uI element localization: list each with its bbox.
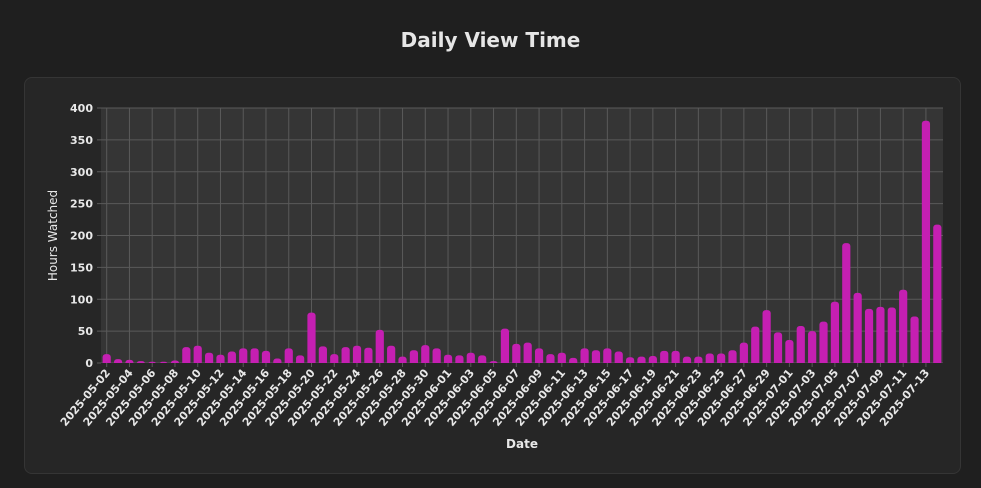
bar xyxy=(239,348,248,366)
bar xyxy=(785,340,794,366)
bar xyxy=(580,348,589,366)
y-tick-label: 200 xyxy=(70,230,93,243)
bar-chart: 0 50 100 150 200 250 300 350 400 2025-05-022025-… xyxy=(46,102,944,451)
bar xyxy=(193,345,202,366)
bar xyxy=(375,329,384,366)
bar xyxy=(921,120,931,366)
bar xyxy=(603,348,612,366)
bar xyxy=(227,351,236,366)
bar xyxy=(421,345,430,366)
bar xyxy=(591,350,601,366)
bar xyxy=(751,326,760,366)
bar xyxy=(614,351,623,366)
bar xyxy=(432,348,441,366)
y-tick-label: 50 xyxy=(78,325,94,338)
chart-card: 0 50 100 150 200 250 300 350 400 2025-05-02 2025-… xyxy=(24,77,961,474)
bar xyxy=(705,353,714,366)
axis-baseline-mask xyxy=(100,363,944,367)
bar xyxy=(842,243,851,366)
bar xyxy=(853,292,862,366)
bar xyxy=(352,345,362,366)
bar xyxy=(261,350,271,366)
y-tick-label: 400 xyxy=(70,102,93,115)
x-axis-label: Date xyxy=(506,437,538,451)
bar xyxy=(534,348,544,366)
bar xyxy=(409,350,419,366)
bar xyxy=(500,328,510,366)
bar xyxy=(819,321,828,366)
y-tick-label: 300 xyxy=(70,166,93,179)
bars xyxy=(100,120,944,367)
y-axis-ticks: 0 50 100 150 200 250 300 350 400 xyxy=(70,102,101,370)
bar xyxy=(250,348,259,366)
bar xyxy=(899,289,908,366)
page-title: Daily View Time xyxy=(400,28,581,52)
bar xyxy=(739,342,748,366)
y-tick-label: 150 xyxy=(70,261,93,274)
bar xyxy=(660,350,669,366)
y-axis-label: Hours Watched xyxy=(46,190,60,281)
bar xyxy=(830,301,840,366)
y-tick-label: 350 xyxy=(70,134,93,147)
bar xyxy=(933,224,942,366)
bar xyxy=(364,347,373,366)
bar xyxy=(307,312,316,366)
bar xyxy=(728,350,737,366)
x-axis-ticks: 2025-05-022025-05-042025-05-062025-05-08… xyxy=(58,363,932,429)
bar xyxy=(910,316,919,366)
bar xyxy=(318,346,327,366)
bar xyxy=(341,347,350,366)
bar xyxy=(512,343,521,366)
bar xyxy=(796,326,805,366)
y-tick-label: 0 xyxy=(85,357,93,370)
bar xyxy=(387,345,396,366)
bar xyxy=(284,348,293,366)
y-tick-label: 250 xyxy=(70,198,93,211)
bar xyxy=(808,331,817,366)
bar xyxy=(182,347,191,366)
bar xyxy=(523,342,532,366)
bar xyxy=(762,310,771,366)
bar xyxy=(717,353,726,366)
bar xyxy=(887,307,896,366)
bar xyxy=(204,352,214,366)
bar xyxy=(557,352,566,366)
y-tick-label: 100 xyxy=(70,293,93,306)
bar xyxy=(671,350,680,366)
bar xyxy=(773,332,783,366)
bar xyxy=(876,306,885,366)
bar xyxy=(864,308,874,366)
bar xyxy=(466,352,475,366)
